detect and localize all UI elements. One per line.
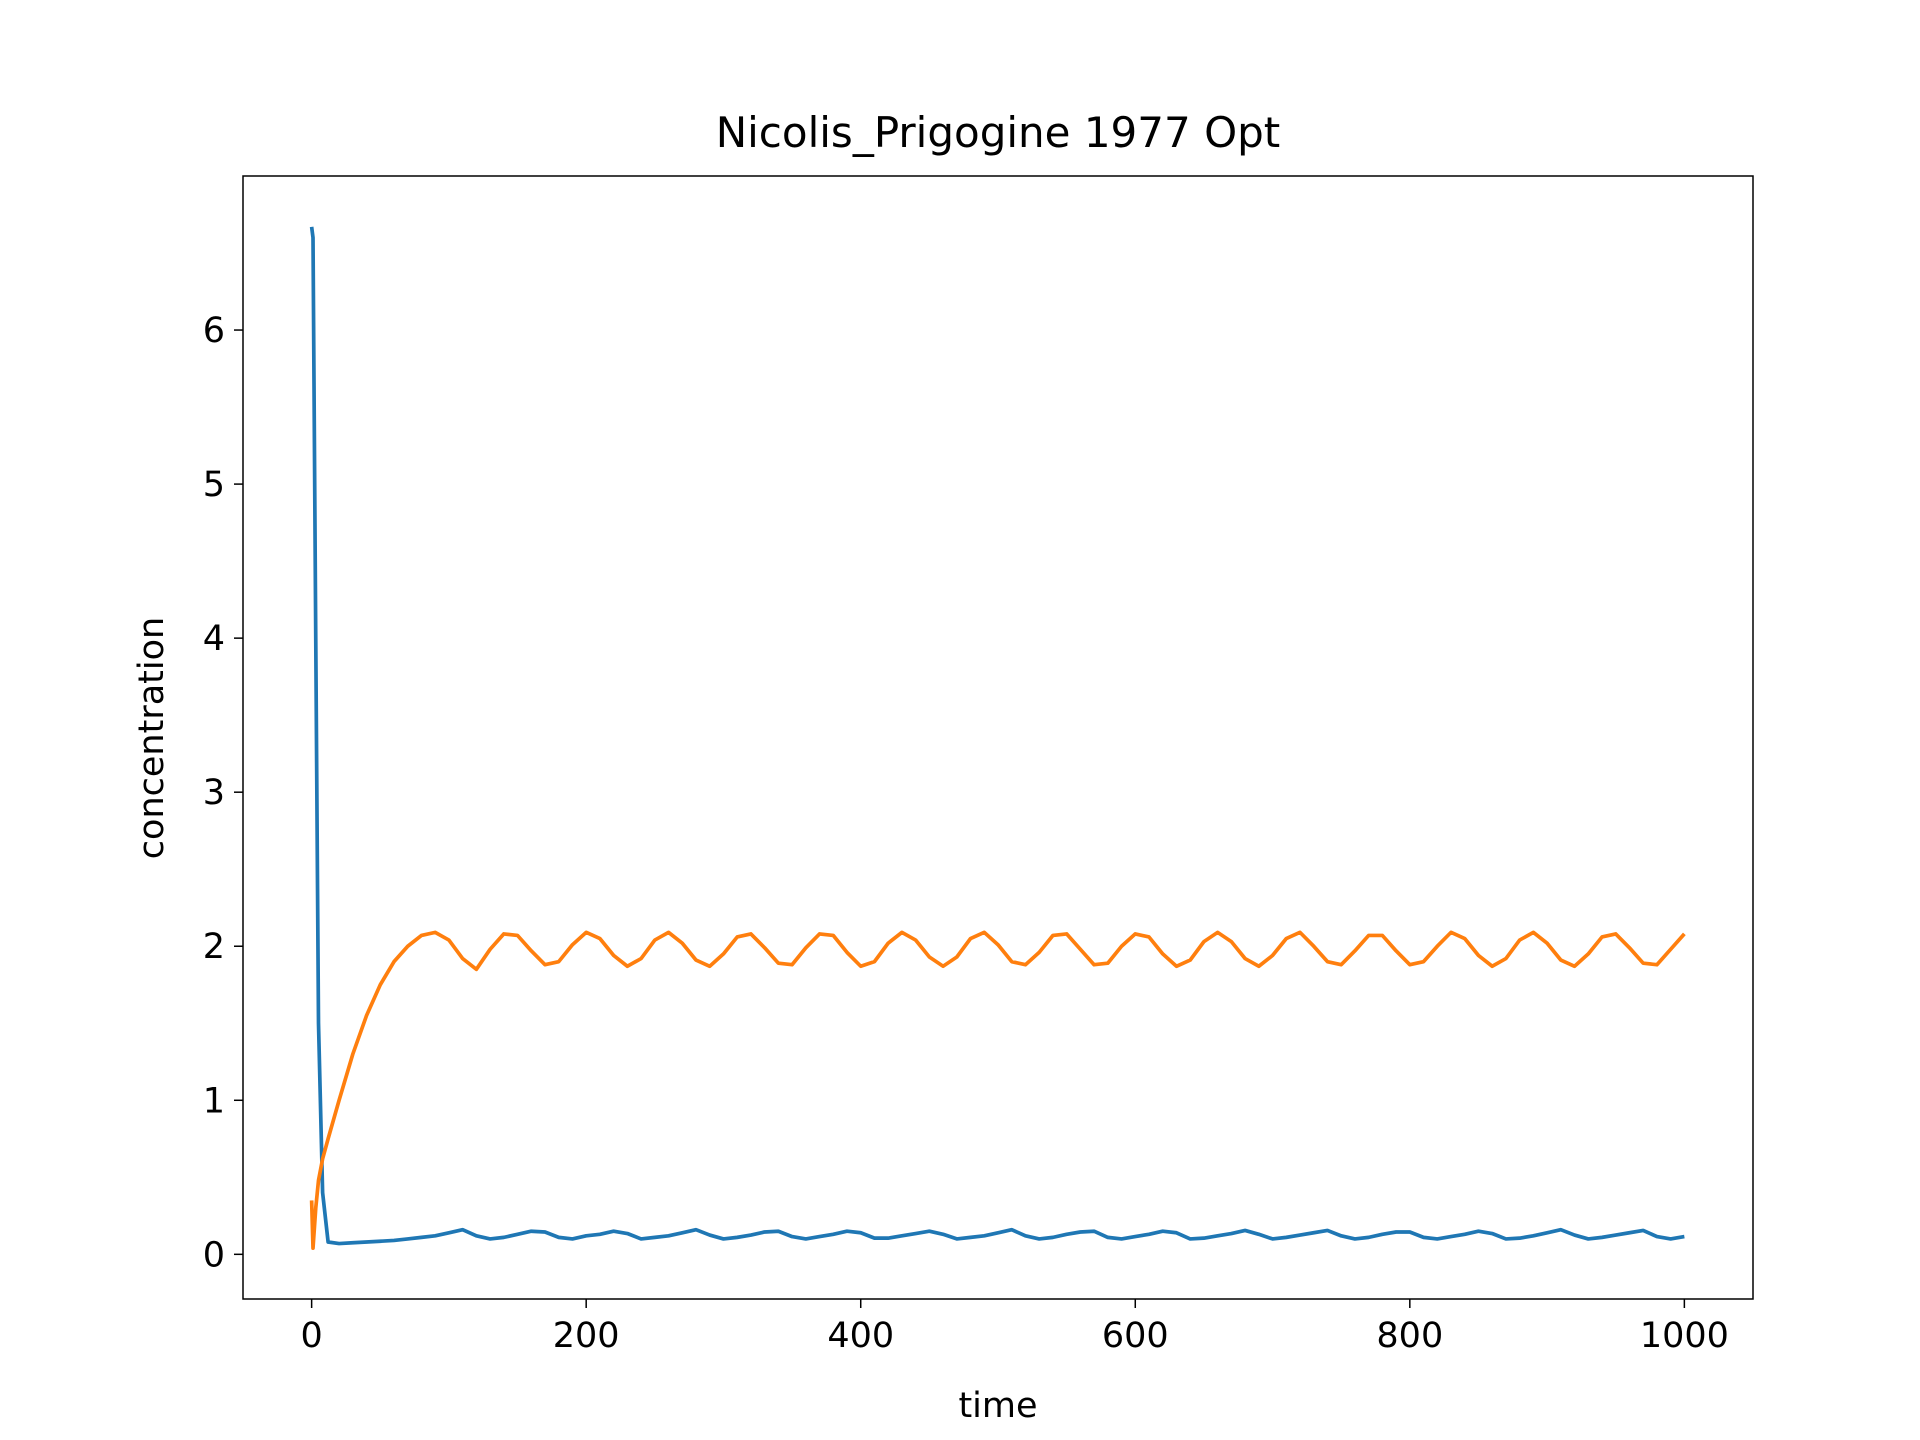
y-tick-label: 4 xyxy=(203,619,225,659)
data-line xyxy=(309,226,1685,1246)
data-line xyxy=(309,930,1686,1251)
x-tick-label: 600 xyxy=(1102,1316,1169,1356)
y-tick-label: 2 xyxy=(203,927,225,967)
x-tick-label: 800 xyxy=(1376,1316,1443,1356)
x-axis-label: time xyxy=(958,1386,1037,1426)
x-tick-label: 1000 xyxy=(1640,1316,1729,1356)
y-tick-label: 0 xyxy=(203,1235,225,1275)
y-axis-label: concentration xyxy=(132,617,172,859)
x-tick-label: 200 xyxy=(553,1316,620,1356)
y-tick-label: 3 xyxy=(203,773,225,813)
x-tick-label: 400 xyxy=(827,1316,894,1356)
y-tick-label: 1 xyxy=(203,1081,225,1121)
y-tick-label: 5 xyxy=(203,465,225,505)
x-tick-label: 0 xyxy=(300,1316,322,1356)
y-tick-label: 6 xyxy=(203,311,225,351)
plot-frame xyxy=(242,175,1754,1300)
chart-title: Nicolis_Prigogine 1977 Opt xyxy=(716,108,1281,157)
